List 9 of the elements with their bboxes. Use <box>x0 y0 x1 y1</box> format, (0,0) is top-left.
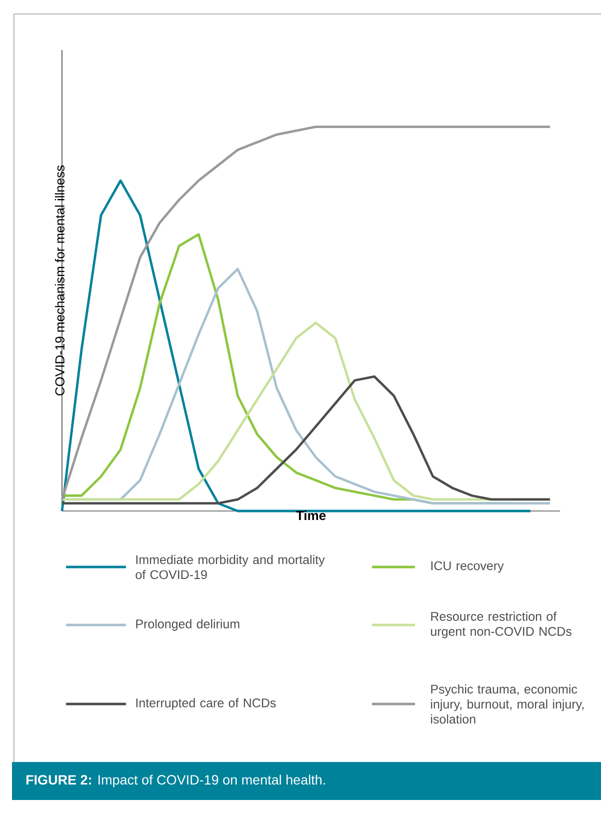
legend-label: Prolonged delirium <box>136 619 240 631</box>
legend-label: Interrupted care of NCDs <box>136 698 276 710</box>
legend-label: Psychic trauma, economic injury, burnout, moral injury, isolation <box>431 684 584 724</box>
legend-label: Immediate morbidity and mortality of COVID-19 <box>136 554 325 580</box>
x-axis-title: Time <box>296 510 326 520</box>
y-axis-title: COVID-19 mechanism for mental illness <box>54 165 64 396</box>
text: FIGURE 2: Impact of COVID-19 on mental health. <box>26 774 325 788</box>
legend-label: ICU recovery <box>431 561 504 573</box>
legend-label: Resource restriction of urgent non-COVID NCDs <box>431 612 572 638</box>
